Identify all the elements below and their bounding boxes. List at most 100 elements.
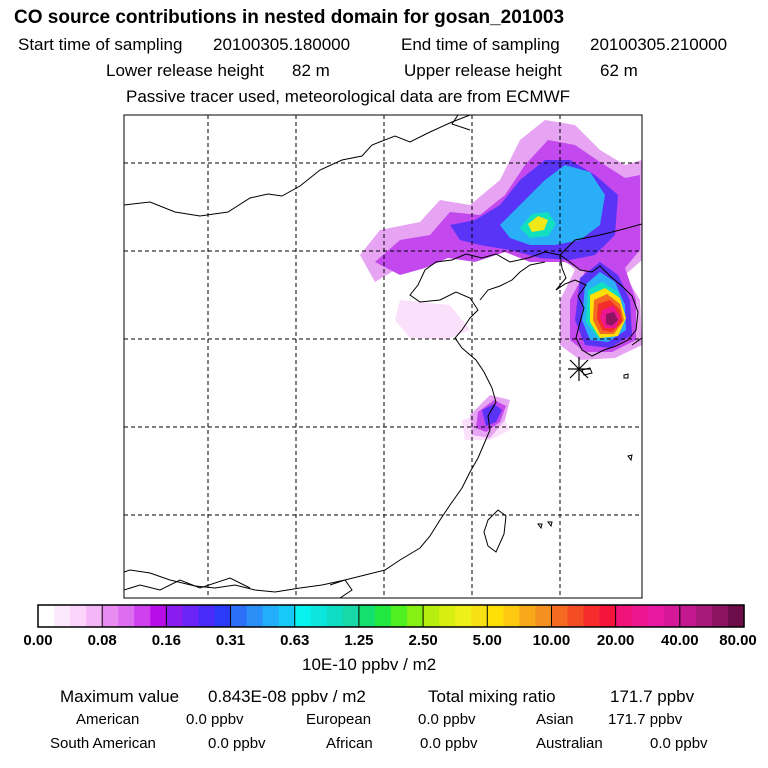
colorbar-tick-label: 2.50 — [408, 632, 438, 649]
colorbar-swatch — [503, 605, 520, 627]
colorbar-swatch — [134, 605, 151, 627]
colorbar-swatch — [455, 605, 472, 627]
colorbar-swatch — [679, 605, 697, 627]
coastline-korea — [555, 254, 639, 357]
coastlines — [124, 115, 642, 598]
colorbar-swatch — [567, 605, 585, 627]
colorbar-swatch — [278, 605, 296, 627]
region-value: 0.0 ppbv — [650, 735, 708, 752]
colorbar-frame — [37, 604, 745, 628]
region-name: Australian — [536, 735, 603, 752]
receptor-star-line — [569, 359, 589, 379]
colorbar-swatch — [294, 605, 312, 627]
coastline-korea-north — [555, 254, 567, 291]
colorbar — [38, 605, 745, 627]
region-value: 0.0 ppbv — [186, 711, 244, 728]
colorbar-swatch — [150, 605, 167, 627]
colorbar-swatch — [599, 605, 617, 627]
region-name: American — [76, 711, 140, 728]
colorbar-swatch — [711, 605, 729, 627]
colorbar-swatch — [519, 605, 537, 627]
colorbar-swatch — [583, 605, 601, 627]
field-band-blue — [482, 404, 502, 426]
colorbar-swatch — [70, 605, 87, 627]
island-hainan — [329, 579, 353, 598]
coastline-bohai — [479, 261, 546, 301]
chart-title: CO source contributions in nested domain… — [14, 7, 565, 28]
colorbar-swatch — [615, 605, 633, 627]
colorbar-swatch — [166, 605, 184, 627]
region-name: African — [326, 735, 373, 752]
colorbar-swatch — [246, 605, 264, 627]
colorbar-swatch — [38, 605, 55, 627]
colorbar-swatch — [407, 605, 424, 627]
colorbar-swatch — [182, 605, 200, 627]
colorbar-swatch — [374, 605, 392, 627]
region-value: 171.7 ppbv — [608, 711, 683, 728]
region-value: 0.0 ppbv — [208, 735, 266, 752]
colorbar-swatch — [487, 605, 504, 627]
colorbar-tick-label: 5.00 — [472, 632, 502, 649]
upper-height-value: 62 m — [600, 61, 638, 80]
map-frame — [123, 114, 643, 599]
lower-height-label: Lower release height — [106, 61, 264, 80]
colorbar-tick-label: 0.00 — [23, 632, 53, 649]
colorbar-tick-label: 0.31 — [215, 632, 246, 649]
colorbar-swatch — [214, 605, 232, 627]
colorbar-swatch — [262, 605, 280, 627]
colorbar-swatch — [423, 605, 440, 627]
colorbar-swatch — [647, 605, 665, 627]
region-name: South American — [50, 735, 156, 752]
field-core-maximum — [606, 312, 618, 326]
colorbar-swatch — [326, 605, 344, 627]
total-mixing-value: 171.7 ppbv — [610, 687, 695, 706]
colorbar-tick-label: 0.16 — [151, 632, 181, 649]
colorbar-tick-label: 80.00 — [719, 632, 757, 649]
start-time-label: Start time of sampling — [18, 35, 183, 54]
colorbar-tick-label: 20.00 — [596, 632, 635, 649]
concentration-field — [360, 120, 642, 440]
colorbar-swatch — [471, 605, 488, 627]
max-value-label: Maximum value — [60, 687, 180, 706]
upper-height-label: Upper release height — [404, 61, 562, 80]
island-small — [547, 521, 553, 528]
colorbar-swatch — [358, 605, 376, 627]
graticule — [124, 115, 642, 598]
field-haze — [395, 300, 470, 340]
colorbar-swatch — [198, 605, 216, 627]
colorbar-unit: 10E-10 ppbv / m2 — [302, 655, 437, 674]
colorbar-swatch — [439, 605, 456, 627]
colorbar-swatch — [86, 605, 103, 627]
island-small — [623, 373, 629, 379]
end-time-value: 20100305.210000 — [590, 35, 728, 54]
border-line — [124, 577, 251, 591]
border-line — [124, 115, 471, 217]
colorbar-swatch — [535, 605, 553, 627]
border-line — [451, 115, 471, 131]
colorbar-tick-label: 0.08 — [87, 632, 117, 649]
colorbar-swatch — [631, 605, 649, 627]
lower-height-value: 82 m — [292, 61, 330, 80]
end-time-label: End time of sampling — [401, 35, 560, 54]
colorbar-swatch — [102, 605, 119, 627]
region-name: European — [306, 711, 372, 728]
colorbar-tick-label: 40.00 — [661, 632, 699, 649]
colorbar-swatch — [391, 605, 408, 627]
region-name: Asian — [536, 711, 574, 728]
start-time-value: 20100305.180000 — [213, 35, 351, 54]
colorbar-tick-label: 10.00 — [532, 632, 571, 649]
colorbar-swatch — [727, 605, 745, 627]
island-small — [627, 454, 633, 462]
island-taiwan — [483, 509, 507, 553]
colorbar-swatch — [118, 605, 135, 627]
colorbar-swatch — [230, 605, 248, 627]
colorbar-swatch — [310, 605, 328, 627]
receptor-star — [568, 357, 590, 381]
colorbar-tick-label: 1.25 — [344, 632, 374, 649]
colorbar-tick-label: 0.63 — [280, 632, 310, 649]
colorbar-swatch — [54, 605, 71, 627]
colorbar-swatch — [551, 605, 569, 627]
island-small — [537, 523, 543, 530]
border-line — [559, 223, 642, 256]
